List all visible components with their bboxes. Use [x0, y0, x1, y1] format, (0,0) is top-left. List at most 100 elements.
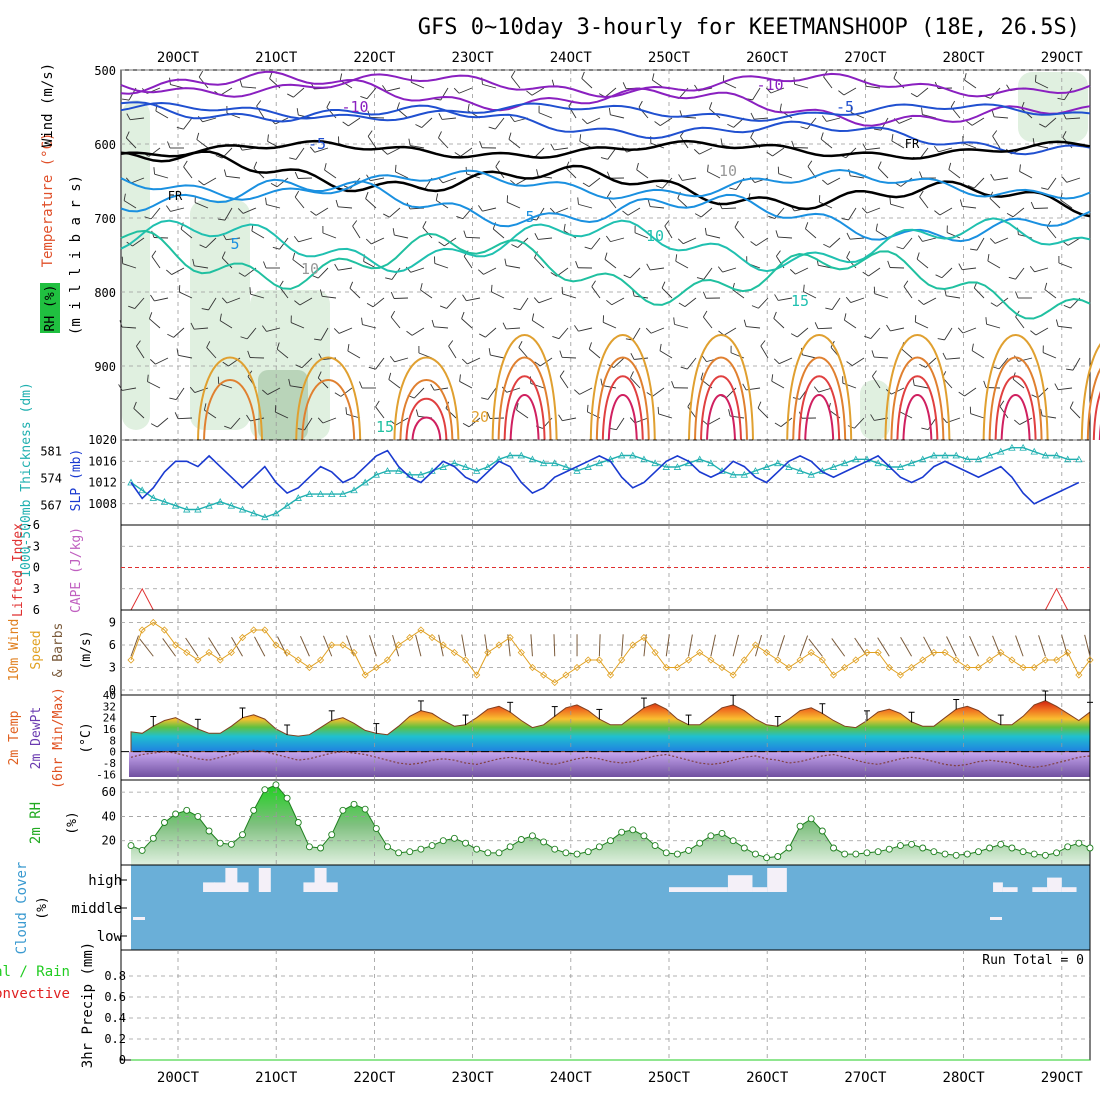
wind-barb-flag — [559, 370, 565, 377]
wind-barb — [458, 87, 473, 94]
wind-barb — [482, 83, 497, 89]
cloud-high-bar — [203, 882, 216, 892]
cloud-low-bar — [133, 917, 145, 920]
thickness-marker — [205, 501, 213, 509]
wind-barb — [338, 327, 353, 334]
wind-barb — [171, 267, 185, 275]
cloud-background — [131, 865, 1090, 950]
thickness-marker — [774, 459, 782, 467]
wind-barb-flag — [862, 271, 869, 277]
wind-barb — [752, 87, 761, 101]
temp-tick: -8 — [103, 757, 116, 770]
wind-barb — [1042, 352, 1057, 359]
wind-barb — [276, 348, 289, 359]
wind-barb — [315, 207, 329, 216]
rh-marker — [250, 806, 258, 814]
thickness-marker — [528, 455, 537, 463]
thickness-marker — [762, 463, 771, 470]
thickness-marker — [473, 467, 481, 474]
warm-contour — [203, 379, 257, 441]
wind-barb — [827, 177, 841, 185]
isotherm-label: FR — [905, 137, 920, 151]
wind-barb — [962, 142, 977, 149]
wind-barb-flag — [838, 90, 845, 96]
wind-barb-flag — [791, 140, 795, 148]
wind-barb-flag — [983, 380, 987, 388]
isotherm-contour — [120, 178, 1091, 243]
wind-barb-flag — [263, 261, 267, 269]
thickness-marker — [1064, 455, 1072, 463]
wind-barb-flag — [935, 274, 943, 279]
date-label-bottom: 25OCT — [648, 1070, 691, 1086]
wind-speed-marker — [1052, 656, 1061, 664]
wind-barb — [1015, 267, 1025, 280]
wind-speed-marker — [774, 656, 782, 664]
wind-speed-marker — [919, 656, 927, 664]
wind-speed-marker — [729, 671, 737, 679]
temp-tick: 8 — [109, 734, 116, 747]
wind-barb — [903, 286, 913, 299]
wind-barb — [293, 87, 305, 98]
wind-barb — [850, 175, 865, 179]
thickness-marker — [807, 470, 815, 478]
wind-barb-10m — [392, 634, 400, 657]
cloud-level-label: high — [88, 873, 122, 889]
thickness-marker — [740, 470, 748, 478]
thickness-marker — [617, 451, 626, 459]
wind-barb — [122, 263, 137, 269]
wind-barb — [301, 357, 313, 369]
wind-barb — [290, 385, 305, 389]
wind-barb-flag — [166, 269, 172, 275]
wind-speed-marker — [417, 626, 425, 634]
wind-barb-flag — [591, 280, 596, 287]
thickness-marker — [1052, 451, 1061, 459]
wind-speed-marker — [595, 656, 603, 664]
wind-barb-flag — [702, 310, 708, 318]
cape-axis-label: CAPE (J/kg) — [69, 527, 84, 613]
wind-speed-marker — [406, 633, 414, 642]
wind-barb — [134, 297, 145, 309]
date-label-top: 22OCT — [353, 50, 396, 66]
wind-barb-flag — [581, 71, 585, 79]
lifted-index-tick: -6 — [26, 518, 40, 532]
wind-speed-marker — [763, 648, 771, 657]
wind-barb — [760, 345, 769, 359]
wind-barb-10m — [530, 634, 533, 657]
rh-marker — [495, 849, 503, 857]
wind-barb — [538, 237, 553, 240]
rh-marker — [528, 832, 536, 840]
wind-barb-flag — [478, 269, 484, 275]
wind-barb-10m — [139, 638, 154, 657]
wind-barb-flag — [921, 427, 929, 431]
wind-barb — [902, 237, 913, 250]
rh-marker — [963, 850, 971, 858]
wind-barb — [438, 137, 449, 149]
wind-speed-marker — [317, 656, 325, 664]
wind-barb-flag — [180, 222, 184, 230]
wind-barb — [366, 87, 377, 100]
rh-marker — [1041, 851, 1049, 859]
wind-barb-flag — [174, 412, 179, 419]
wind-barb — [915, 321, 929, 329]
wind-barb — [338, 206, 353, 209]
wind-barb-flag — [201, 308, 209, 311]
thickness-marker — [874, 459, 882, 467]
wind-barb — [634, 357, 649, 360]
isotherm-label: 10 — [646, 227, 664, 245]
wind-speed-marker — [818, 656, 826, 664]
rh-marker — [127, 842, 135, 850]
wind-barb-flag — [846, 361, 853, 366]
wind-barb-flag — [420, 283, 423, 291]
warm-contour — [982, 334, 1049, 441]
precip-tick: 0.4 — [104, 1011, 126, 1025]
wind-barb — [919, 196, 929, 209]
wind-barb — [757, 407, 769, 419]
wind-barb-flag — [176, 348, 179, 356]
cloud-level-label: middle — [71, 901, 122, 917]
wind-barb-flag — [623, 274, 631, 279]
thickness-axis-label: 1000-500mb Thickness (dm) — [19, 382, 34, 578]
rh-marker — [462, 839, 469, 847]
wind-barb-flag — [673, 317, 675, 325]
thickness-marker — [974, 455, 983, 463]
rh-shading — [258, 370, 308, 440]
